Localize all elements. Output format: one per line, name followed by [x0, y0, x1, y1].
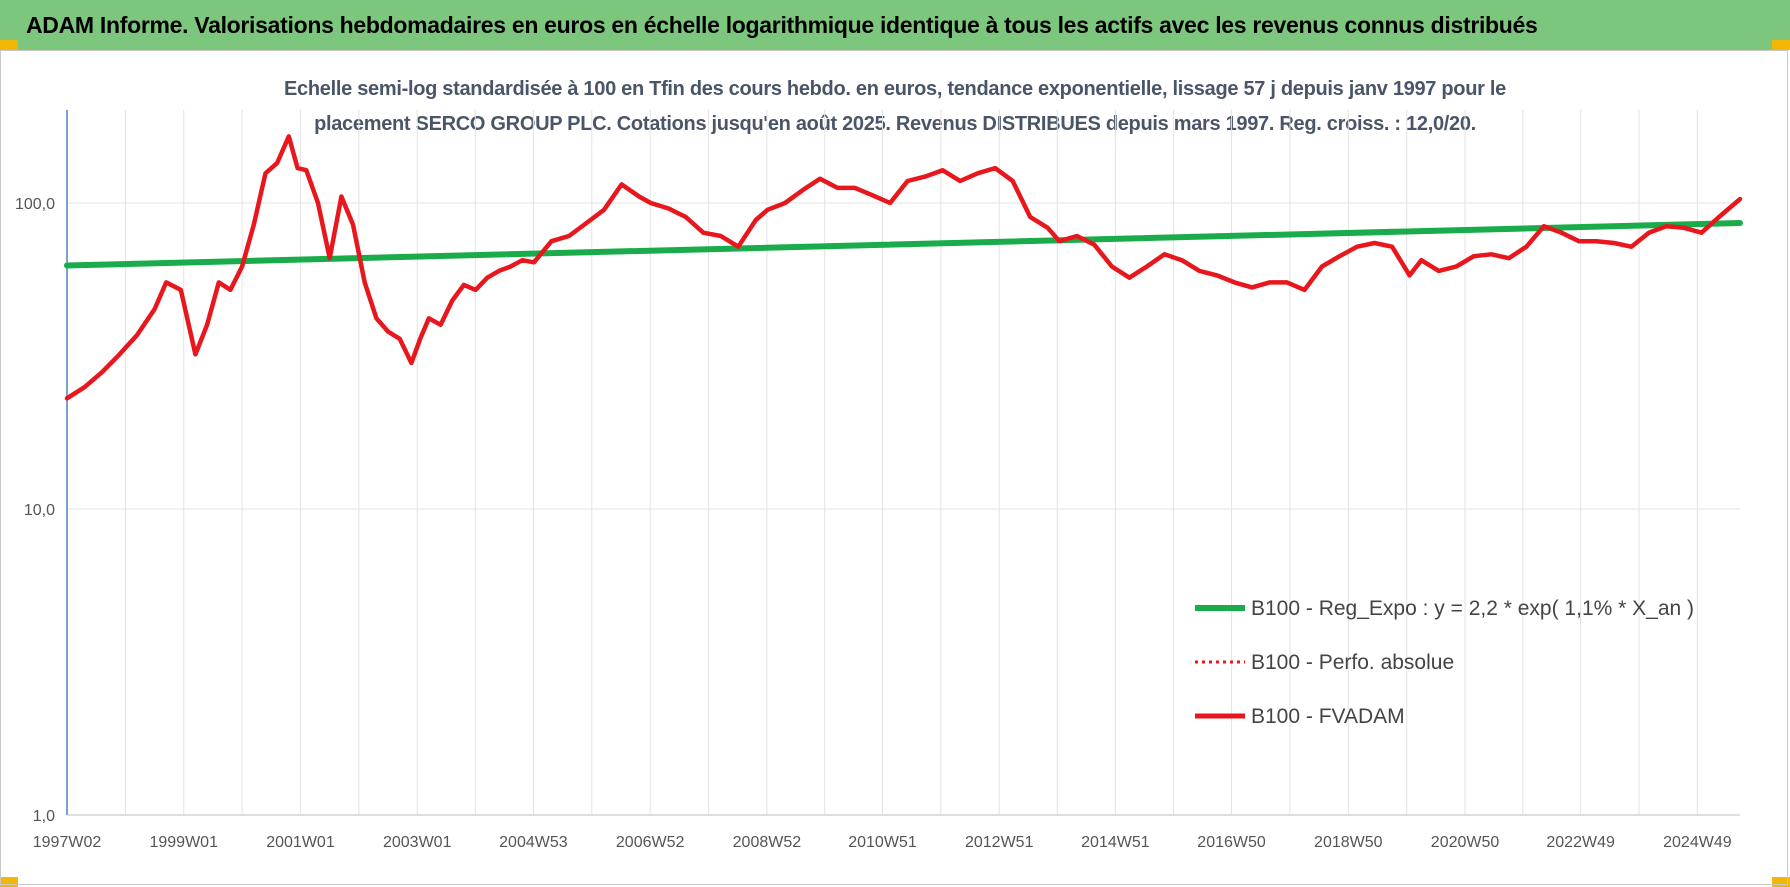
- x-tick-label: 2004W53: [499, 834, 568, 851]
- legend-label: B100 - Reg_Expo : y = 2,2 * exp( 1,1% * …: [1251, 597, 1694, 620]
- x-tick-label: 2010W51: [848, 834, 917, 851]
- corner-accent-bottom-right: [1772, 877, 1790, 887]
- x-tick-label: 2014W51: [1081, 834, 1150, 851]
- corner-accent-bottom-left: [0, 877, 18, 887]
- series-line-0: [64, 220, 1743, 269]
- y-tick-label: 1,0: [33, 808, 55, 825]
- x-tick-label: 2024W49: [1663, 834, 1732, 851]
- title-banner: ADAM Informe. Valorisations hebdomadaire…: [0, 0, 1790, 50]
- x-tick-label: 2018W50: [1314, 834, 1383, 851]
- x-tick-label: 2001W01: [266, 834, 335, 851]
- chart-banner-title: ADAM Informe. Valorisations hebdomadaire…: [26, 11, 1538, 38]
- x-tick-label: 1997W02: [33, 834, 102, 851]
- series-line-2: [64, 134, 1743, 401]
- chart-subtitle-line2: placement SERCO GROUP PLC. Cotations jus…: [314, 113, 1476, 135]
- legend-label: B100 - FVADAM: [1251, 705, 1405, 728]
- x-tick-label: 2016W50: [1197, 834, 1266, 851]
- corner-accent-right: [1772, 40, 1790, 50]
- x-tick-label: 2006W52: [616, 834, 685, 851]
- corner-accent-left: [0, 40, 18, 50]
- x-tick-label: 2003W01: [383, 834, 452, 851]
- legend-label: B100 - Perfo. absolue: [1251, 651, 1454, 674]
- chart-subtitle-line1: Echelle semi-log standardisée à 100 en T…: [284, 78, 1506, 100]
- y-tick-label: 100,0: [15, 196, 55, 213]
- x-tick-label: 2022W49: [1546, 834, 1615, 851]
- x-tick-label: 2020W50: [1431, 834, 1500, 851]
- x-tick-label: 1999W01: [149, 834, 218, 851]
- chart-frame: [0, 50, 1788, 885]
- x-tick-label: 2012W51: [965, 834, 1034, 851]
- y-tick-label: 10,0: [24, 502, 55, 519]
- x-tick-label: 2008W52: [733, 834, 802, 851]
